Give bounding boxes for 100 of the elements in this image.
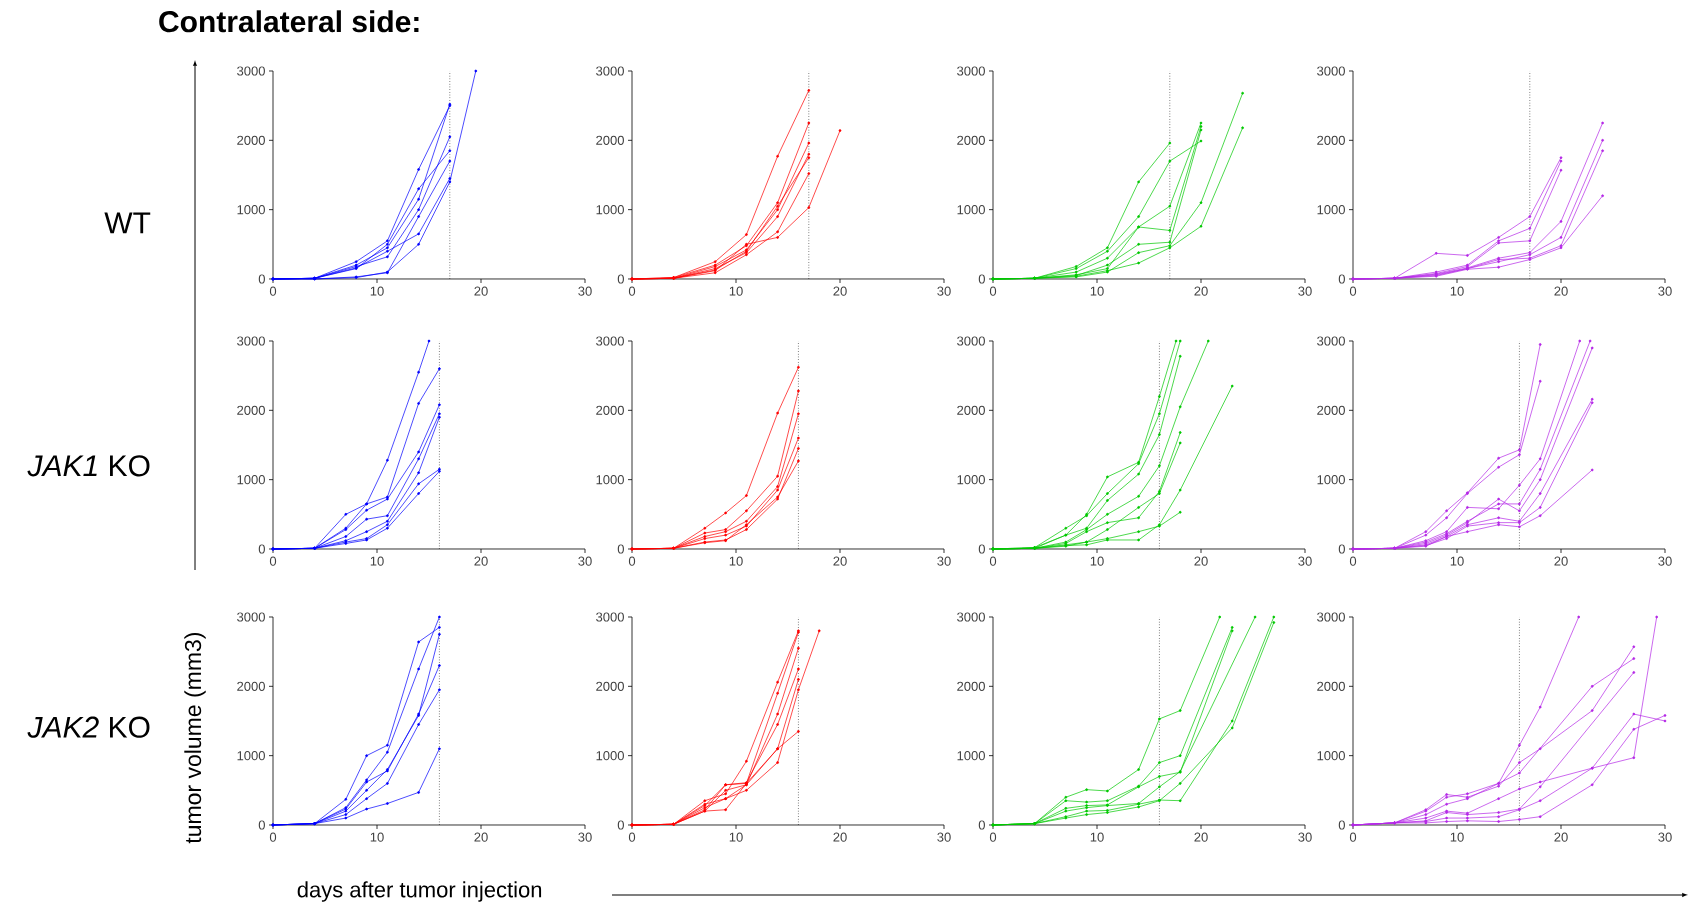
x-tick-label: 30 [937, 832, 951, 842]
y-tick-label: 1000 [1317, 751, 1345, 761]
x-tick-label: 20 [833, 556, 847, 566]
y-tick-label: 3000 [596, 612, 624, 622]
chart-title: Contralateral side: [159, 10, 419, 33]
x-tick-label: 30 [578, 832, 592, 842]
y-tick-label: 1000 [1317, 475, 1345, 485]
y-tick-label: 0 [1338, 544, 1345, 554]
y-tick-label: 1000 [1317, 205, 1345, 215]
text: JAK1 KO [27, 455, 150, 477]
y-tick-label: 3000 [957, 66, 985, 76]
x-tick-label: 0 [628, 832, 636, 842]
x-tick-label: 30 [1298, 556, 1312, 566]
x-tick-label: 10 [729, 286, 743, 296]
x-tick-label: 0 [1349, 286, 1357, 296]
x-tick-label: 30 [937, 556, 951, 566]
y-tick-label: 3000 [596, 66, 624, 76]
y-tick-label: 3000 [1317, 66, 1345, 76]
y-tick-label: 1000 [237, 751, 265, 761]
y-tick-label: 0 [258, 544, 265, 554]
y-tick-label: 3000 [237, 612, 265, 622]
y-tick-label: 0 [1338, 820, 1345, 830]
x-tick-label: 0 [269, 286, 277, 296]
y-tick-label: 2000 [237, 135, 265, 145]
y-tick-label: 3000 [237, 336, 265, 346]
x-tick-label: 20 [474, 286, 488, 296]
y-tick-label: 2000 [957, 681, 985, 691]
x-tick-label: 0 [989, 286, 997, 296]
x-tick-label: 10 [370, 556, 384, 566]
x-tick-label: 10 [729, 832, 743, 842]
y-tick-label: 2000 [596, 681, 624, 691]
y-axis-title: tumor volume (mm3) [184, 633, 206, 844]
x-tick-label: 20 [1554, 286, 1568, 296]
x-tick-label: 0 [628, 556, 636, 566]
y-tick-label: 1000 [237, 205, 265, 215]
x-tick-label: 10 [1090, 832, 1104, 842]
x-tick-label: 20 [474, 832, 488, 842]
y-tick-label: 2000 [237, 681, 265, 691]
y-tick-label: 2000 [1317, 135, 1345, 145]
y-tick-label: 0 [617, 820, 624, 830]
x-tick-label: 0 [989, 556, 997, 566]
x-tick-label: 20 [1194, 832, 1208, 842]
x-tick-label: 0 [989, 832, 997, 842]
x-tick-label: 30 [1298, 286, 1312, 296]
text: WT [104, 212, 151, 234]
y-tick-label: 3000 [237, 66, 265, 76]
y-tick-label: 0 [978, 544, 985, 554]
x-tick-label: 30 [937, 286, 951, 296]
y-tick-label: 1000 [596, 475, 624, 485]
x-tick-label: 30 [1298, 832, 1312, 842]
y-tick-label: 0 [617, 274, 624, 284]
text: JAK2 KO [27, 716, 150, 738]
x-tick-label: 0 [269, 832, 277, 842]
y-tick-label: 1000 [596, 205, 624, 215]
x-tick-label: 0 [269, 556, 277, 566]
x-axis-title: days after tumor injection [297, 881, 542, 902]
y-tick-label: 2000 [596, 135, 624, 145]
x-tick-label: 0 [1349, 832, 1357, 842]
x-tick-label: 10 [370, 832, 384, 842]
y-tick-label: 2000 [237, 405, 265, 415]
y-tick-label: 1000 [957, 751, 985, 761]
x-tick-label: 20 [833, 286, 847, 296]
y-tick-label: 2000 [596, 405, 624, 415]
x-tick-label: 10 [1450, 286, 1464, 296]
y-tick-label: 1000 [596, 751, 624, 761]
y-tick-label: 0 [978, 820, 985, 830]
y-tick-label: 3000 [957, 612, 985, 622]
x-tick-label: 10 [1090, 286, 1104, 296]
x-tick-label: 20 [1194, 556, 1208, 566]
x-tick-label: 30 [1658, 286, 1672, 296]
x-tick-label: 20 [474, 556, 488, 566]
y-tick-label: 2000 [1317, 405, 1345, 415]
y-tick-label: 3000 [957, 336, 985, 346]
y-tick-label: 1000 [237, 475, 265, 485]
x-tick-label: 30 [578, 556, 592, 566]
y-tick-label: 3000 [1317, 336, 1345, 346]
y-tick-label: 0 [617, 544, 624, 554]
y-tick-label: 1000 [957, 205, 985, 215]
x-tick-label: 10 [729, 556, 743, 566]
x-tick-label: 20 [833, 832, 847, 842]
y-tick-label: 3000 [1317, 612, 1345, 622]
y-tick-label: 0 [1338, 274, 1345, 284]
x-tick-label: 10 [1450, 556, 1464, 566]
x-tick-label: 30 [578, 286, 592, 296]
x-tick-label: 30 [1658, 832, 1672, 842]
x-tick-label: 10 [370, 286, 384, 296]
y-tick-label: 0 [258, 820, 265, 830]
x-tick-label: 0 [628, 286, 636, 296]
y-tick-label: 0 [978, 274, 985, 284]
x-tick-label: 0 [1349, 556, 1357, 566]
x-tick-label: 10 [1090, 556, 1104, 566]
x-tick-label: 10 [1450, 832, 1464, 842]
y-tick-label: 0 [258, 274, 265, 284]
y-tick-label: 1000 [957, 475, 985, 485]
x-tick-label: 30 [1658, 556, 1672, 566]
x-tick-label: 20 [1554, 832, 1568, 842]
y-tick-label: 2000 [957, 405, 985, 415]
y-tick-label: 2000 [957, 135, 985, 145]
y-tick-label: 2000 [1317, 681, 1345, 691]
x-tick-label: 20 [1554, 556, 1568, 566]
